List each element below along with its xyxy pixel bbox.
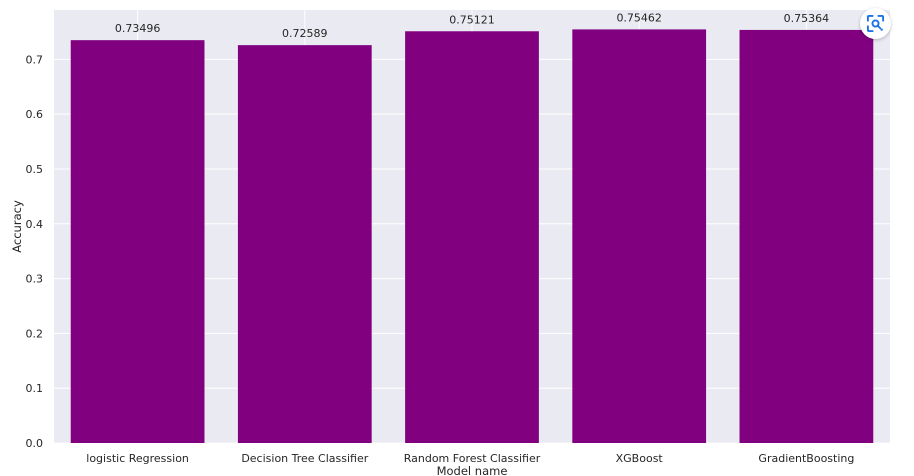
y-tick-label: 0.1: [26, 382, 44, 395]
bar: [237, 45, 372, 444]
bar: [572, 29, 707, 444]
y-tick-label: 0.0: [26, 437, 44, 450]
bar: [405, 31, 539, 443]
y-tick-label: 0.2: [26, 327, 44, 340]
y-tick-label: 0.5: [26, 163, 44, 176]
visual-search-icon: [866, 14, 885, 33]
x-tick-label: XGBoost: [616, 452, 664, 465]
x-tick-labels: logistic Regression Decision Tree Classif…: [86, 452, 854, 465]
x-tick-label: logistic Regression: [86, 452, 189, 465]
bars: [70, 29, 874, 444]
bar-value-label: 0.73496: [115, 22, 161, 35]
x-tick-label: Random Forest Classifier: [404, 452, 541, 465]
y-axis-title: Accuracy: [10, 200, 24, 253]
bar-value-label: 0.72589: [282, 27, 328, 40]
bar: [739, 29, 874, 444]
data-labels: 0.73496 0.72589 0.75121 0.75462 0.75364: [115, 11, 829, 40]
y-tick-labels: 0.0 0.1 0.2 0.3 0.4 0.5 0.6 0.7: [26, 53, 44, 450]
bar-value-label: 0.75121: [449, 13, 495, 26]
bar-value-label: 0.75462: [616, 11, 662, 24]
y-tick-label: 0.3: [26, 273, 44, 286]
y-tick-label: 0.6: [26, 108, 44, 121]
y-tick-label: 0.4: [26, 218, 44, 231]
bar-value-label: 0.75364: [784, 12, 830, 25]
x-tick-label: Decision Tree Classifier: [241, 452, 368, 465]
y-tick-label: 0.7: [26, 53, 44, 66]
bar: [70, 40, 205, 444]
x-axis-title: Model name: [437, 464, 508, 476]
visual-search-button[interactable]: [860, 8, 891, 39]
x-tick-label: GradientBoosting: [758, 452, 854, 465]
